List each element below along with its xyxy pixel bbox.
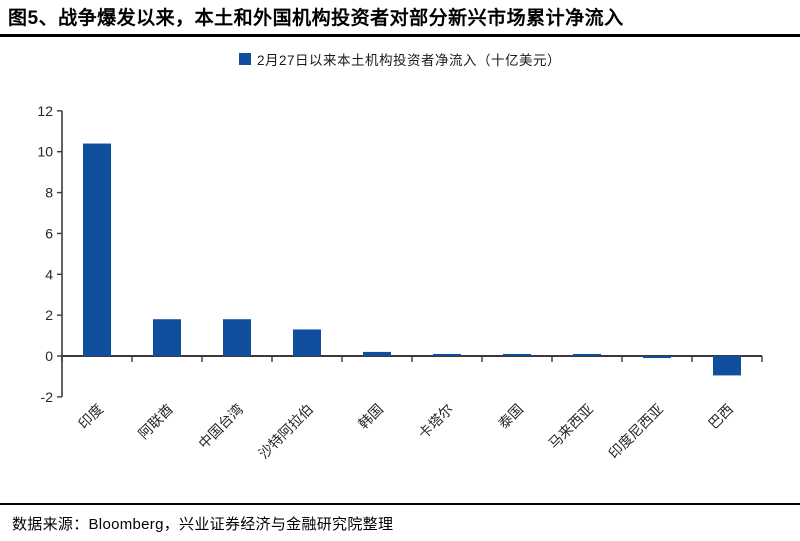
bar — [223, 319, 251, 357]
bar — [503, 354, 531, 357]
bar — [433, 354, 461, 357]
x-axis-category-label: 韩国 — [355, 401, 386, 432]
x-axis-category-label: 卡塔尔 — [415, 401, 456, 442]
bar — [713, 356, 741, 376]
chart-area: 2月27日以来本土机构投资者净流入（十亿美元） -2 0 2 4 6 8 10 12 印度 阿联酋… — [0, 37, 800, 503]
y-axis-tick-label: -2 — [41, 389, 54, 405]
x-axis-category-label: 巴西 — [705, 401, 736, 432]
bar — [643, 356, 671, 359]
y-axis-tick-label: 6 — [45, 226, 53, 242]
y-axis-tick-label: 4 — [45, 267, 53, 283]
x-axis-category-label: 印度尼西亚 — [605, 401, 666, 462]
y-axis-tick-label: 10 — [37, 144, 53, 160]
y-axis-tick-label: 0 — [45, 348, 53, 364]
bar — [293, 329, 321, 357]
legend-swatch-icon — [238, 53, 251, 66]
bar — [363, 352, 391, 357]
legend-label: 2月27日以来本土机构投资者净流入（十亿美元） — [256, 53, 562, 69]
chart-legend: 2月27日以来本土机构投资者净流入（十亿美元） — [0, 51, 800, 69]
y-axis-tick-label: 8 — [45, 185, 53, 201]
bar — [153, 319, 181, 357]
bar-chart: -2 0 2 4 6 8 10 12 印度 阿联酋 中国台湾 沙特阿拉伯 韩国 卡塔尔 泰国 马来西亚 印度尼西… — [37, 103, 763, 462]
x-axis-category-label: 中国台湾 — [195, 401, 246, 452]
y-axis-tick-label: 2 — [45, 307, 53, 323]
bar — [83, 143, 111, 357]
source-note: 数据来源：Bloomberg，兴业证券经济与金融研究院整理 — [0, 503, 800, 541]
bar — [573, 354, 601, 357]
x-axis-category-label: 泰国 — [495, 401, 526, 432]
x-axis-category-label: 马来西亚 — [545, 401, 596, 452]
figure-title: 图5、战争爆发以来，本土和外国机构投资者对部分新兴市场累计净流入 — [0, 0, 800, 38]
x-axis-category-label: 印度 — [75, 401, 106, 432]
x-axis-category-label: 阿联酋 — [135, 401, 176, 442]
x-axis-category-label: 沙特阿拉伯 — [255, 401, 316, 462]
y-axis-tick-label: 12 — [37, 103, 53, 119]
